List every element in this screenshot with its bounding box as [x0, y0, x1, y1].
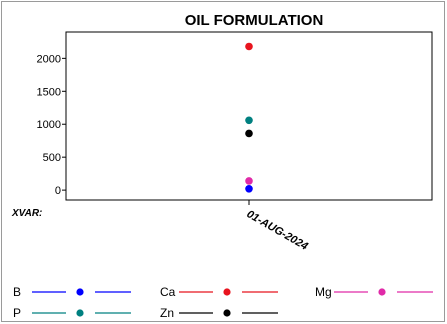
legend-label: Zn [160, 306, 174, 320]
legend-item-mg: Mg [315, 285, 433, 299]
legend-marker [223, 309, 231, 317]
data-points [245, 42, 253, 193]
legend-marker [76, 309, 84, 317]
x-tick-label: 01-AUG-2024 [245, 208, 310, 253]
y-tick-label: 1000 [37, 119, 61, 131]
x-axis: 01-AUG-2024 [245, 200, 310, 253]
x-axis-label: XVAR: [11, 208, 42, 219]
data-point-zn [245, 129, 253, 138]
legend-label: Mg [315, 285, 332, 299]
legend-item-zn: Zn [160, 306, 278, 320]
chart-title: OIL FORMULATION [185, 12, 324, 29]
legend-label: Ca [160, 285, 176, 299]
data-point-p [245, 116, 253, 125]
legend-label: B [13, 285, 21, 299]
data-point-ca [245, 42, 253, 51]
plot-area [65, 31, 433, 201]
legend-item-p: P [13, 306, 131, 320]
legend-item-b: B [13, 285, 131, 299]
y-tick-label: 500 [43, 152, 61, 164]
y-tick-label: 0 [55, 185, 61, 197]
legend-marker [378, 288, 386, 296]
data-point-b [245, 185, 253, 193]
y-tick-label: 2000 [37, 53, 61, 65]
legend-item-ca: Ca [160, 285, 278, 299]
legend-marker [76, 288, 84, 296]
y-axis: 0 500 1000 1500 2000 [37, 53, 66, 197]
legend-label: P [13, 306, 21, 320]
legend: B Ca Mg P Zn [13, 285, 433, 320]
legend-marker [223, 288, 231, 296]
y-tick-label: 1500 [37, 86, 61, 98]
data-point-mg [245, 177, 253, 185]
